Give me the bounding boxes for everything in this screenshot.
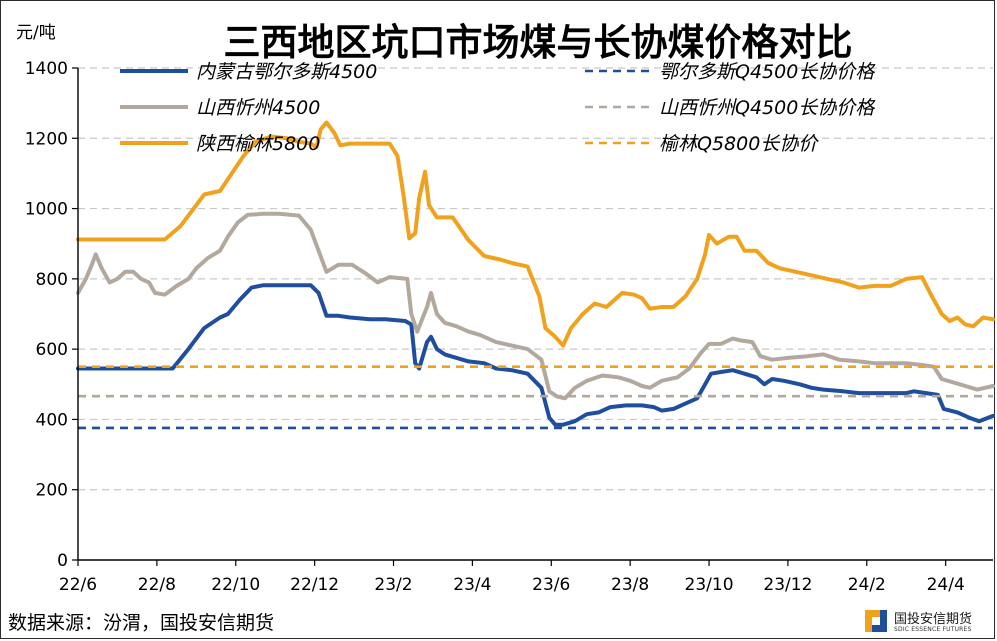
x-tick-label-5: 23/4: [453, 575, 491, 595]
x-tick-label-9: 23/12: [763, 575, 812, 595]
legend-solid-label-1: 山西忻州4500: [196, 97, 320, 119]
x-tick-label-3: 22/12: [290, 575, 339, 595]
y-tick-label-800: 800: [36, 270, 68, 290]
x-tick-label-10: 24/2: [848, 575, 886, 595]
legend-dashed-label-2: 榆林Q5800长协价: [659, 133, 819, 155]
y-axis-label: 元/吨: [16, 23, 56, 43]
grid: [78, 67, 993, 491]
y-tick-label-1200: 1200: [25, 129, 68, 149]
x-tick-label-1: 22/8: [138, 575, 176, 595]
chart-title: 三西地区坑口市场煤与长协煤价格对比: [224, 21, 853, 64]
y-tick-label-1400: 1400: [25, 59, 68, 79]
y-tick-label-1000: 1000: [25, 200, 68, 220]
legend-dashed-label-1: 山西忻州Q4500长协价格: [659, 97, 876, 119]
y-tick-label-400: 400: [36, 410, 68, 430]
y-tick-label-600: 600: [36, 340, 68, 360]
source-note: 数据来源：汾渭，国投安信期货: [8, 612, 275, 634]
logo-text-cn: 国投安信期货: [894, 612, 973, 627]
y-tick-label-0: 0: [57, 551, 68, 571]
logo-mark-icon: [863, 608, 889, 634]
logo-text-en: SDIC ESSENCE FUTURES: [894, 626, 972, 633]
series-line-0: [76, 283, 995, 427]
x-tick-label-8: 23/10: [685, 575, 734, 595]
series-line-2: [76, 120, 995, 348]
x-tick-label-0: 22/6: [59, 575, 97, 595]
series-layer: [76, 120, 995, 430]
x-tick-label-11: 24/4: [927, 575, 965, 595]
legend: 内蒙古鄂尔多斯4500 山西忻州4500 陕西榆林5800 鄂尔多斯Q4500长协价格…: [120, 61, 876, 155]
legend-dashed-label-0: 鄂尔多斯Q4500长协价格: [659, 61, 876, 83]
series-line-1: [76, 211, 995, 401]
legend-solid-label-2: 陕西榆林5800: [196, 133, 320, 155]
x-tick-label-7: 23/8: [611, 575, 649, 595]
legend-solid-label-0: 内蒙古鄂尔多斯4500: [196, 61, 377, 83]
y-tick-label-200: 200: [36, 481, 68, 501]
brand-logo: 国投安信期货 SDIC ESSENCE FUTURES: [863, 606, 989, 636]
x-tick-label-2: 22/10: [211, 575, 260, 595]
x-tick-label-6: 23/6: [532, 575, 570, 595]
x-tick-label-4: 23/2: [374, 575, 412, 595]
axes: 0 200 400 600 800 1000 1200 1400 22/6 22/8 22/10 22…: [25, 59, 993, 595]
